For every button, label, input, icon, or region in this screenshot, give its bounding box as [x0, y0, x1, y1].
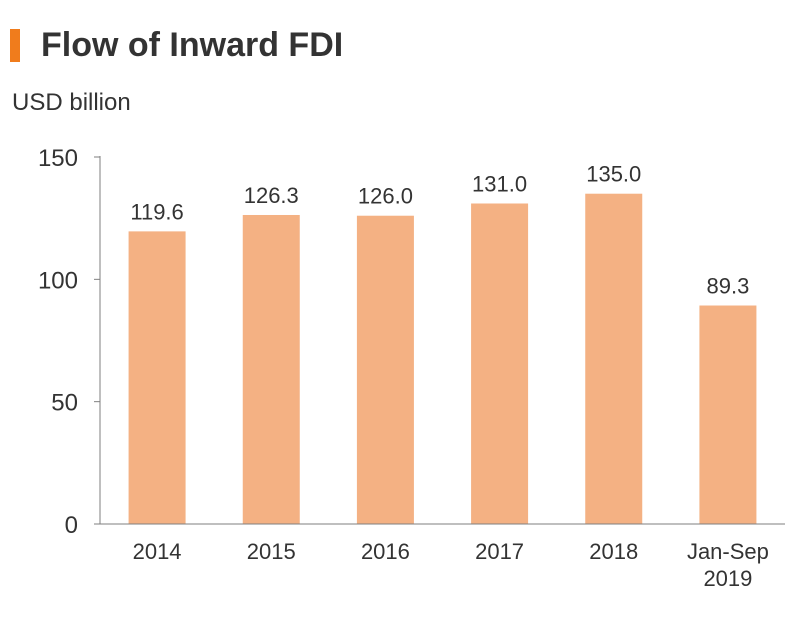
y-tick-label: 100: [38, 267, 78, 294]
chart-title: Flow of Inward FDI: [41, 26, 344, 64]
bar: [356, 215, 414, 524]
x-tick-label: Jan-Sep: [687, 539, 769, 564]
x-tick-label: 2016: [361, 539, 410, 564]
axes: [94, 156, 785, 525]
value-label: 126.3: [244, 183, 299, 208]
title-accent-bar: [10, 29, 20, 62]
x-tick-label: 2014: [133, 539, 182, 564]
y-axis-ticks: 0 50 100 150: [38, 145, 100, 539]
bar: [242, 214, 300, 524]
value-labels: 119.6 126.3 126.0 131.0 135.0 89.3: [130, 162, 749, 299]
y-tick-label: 50: [51, 390, 78, 417]
value-label: 135.0: [586, 162, 641, 187]
y-tick-label: 0: [65, 512, 78, 539]
value-label: 119.6: [130, 199, 183, 224]
bar: [585, 193, 643, 524]
x-tick-label: 2017: [475, 539, 524, 564]
bar: [471, 203, 529, 524]
x-tick-label: 2019: [703, 566, 752, 591]
x-tick-label: 2015: [247, 539, 296, 564]
x-tick-label: 2018: [589, 539, 638, 564]
bar: [699, 305, 757, 524]
y-axis-unit-label: USD billion: [12, 89, 131, 116]
y-tick-label: 150: [38, 145, 78, 172]
value-label: 89.3: [707, 274, 750, 299]
value-label: 126.0: [358, 184, 413, 209]
bars: [128, 193, 757, 524]
value-label: 131.0: [472, 171, 527, 196]
bar: [128, 231, 186, 524]
